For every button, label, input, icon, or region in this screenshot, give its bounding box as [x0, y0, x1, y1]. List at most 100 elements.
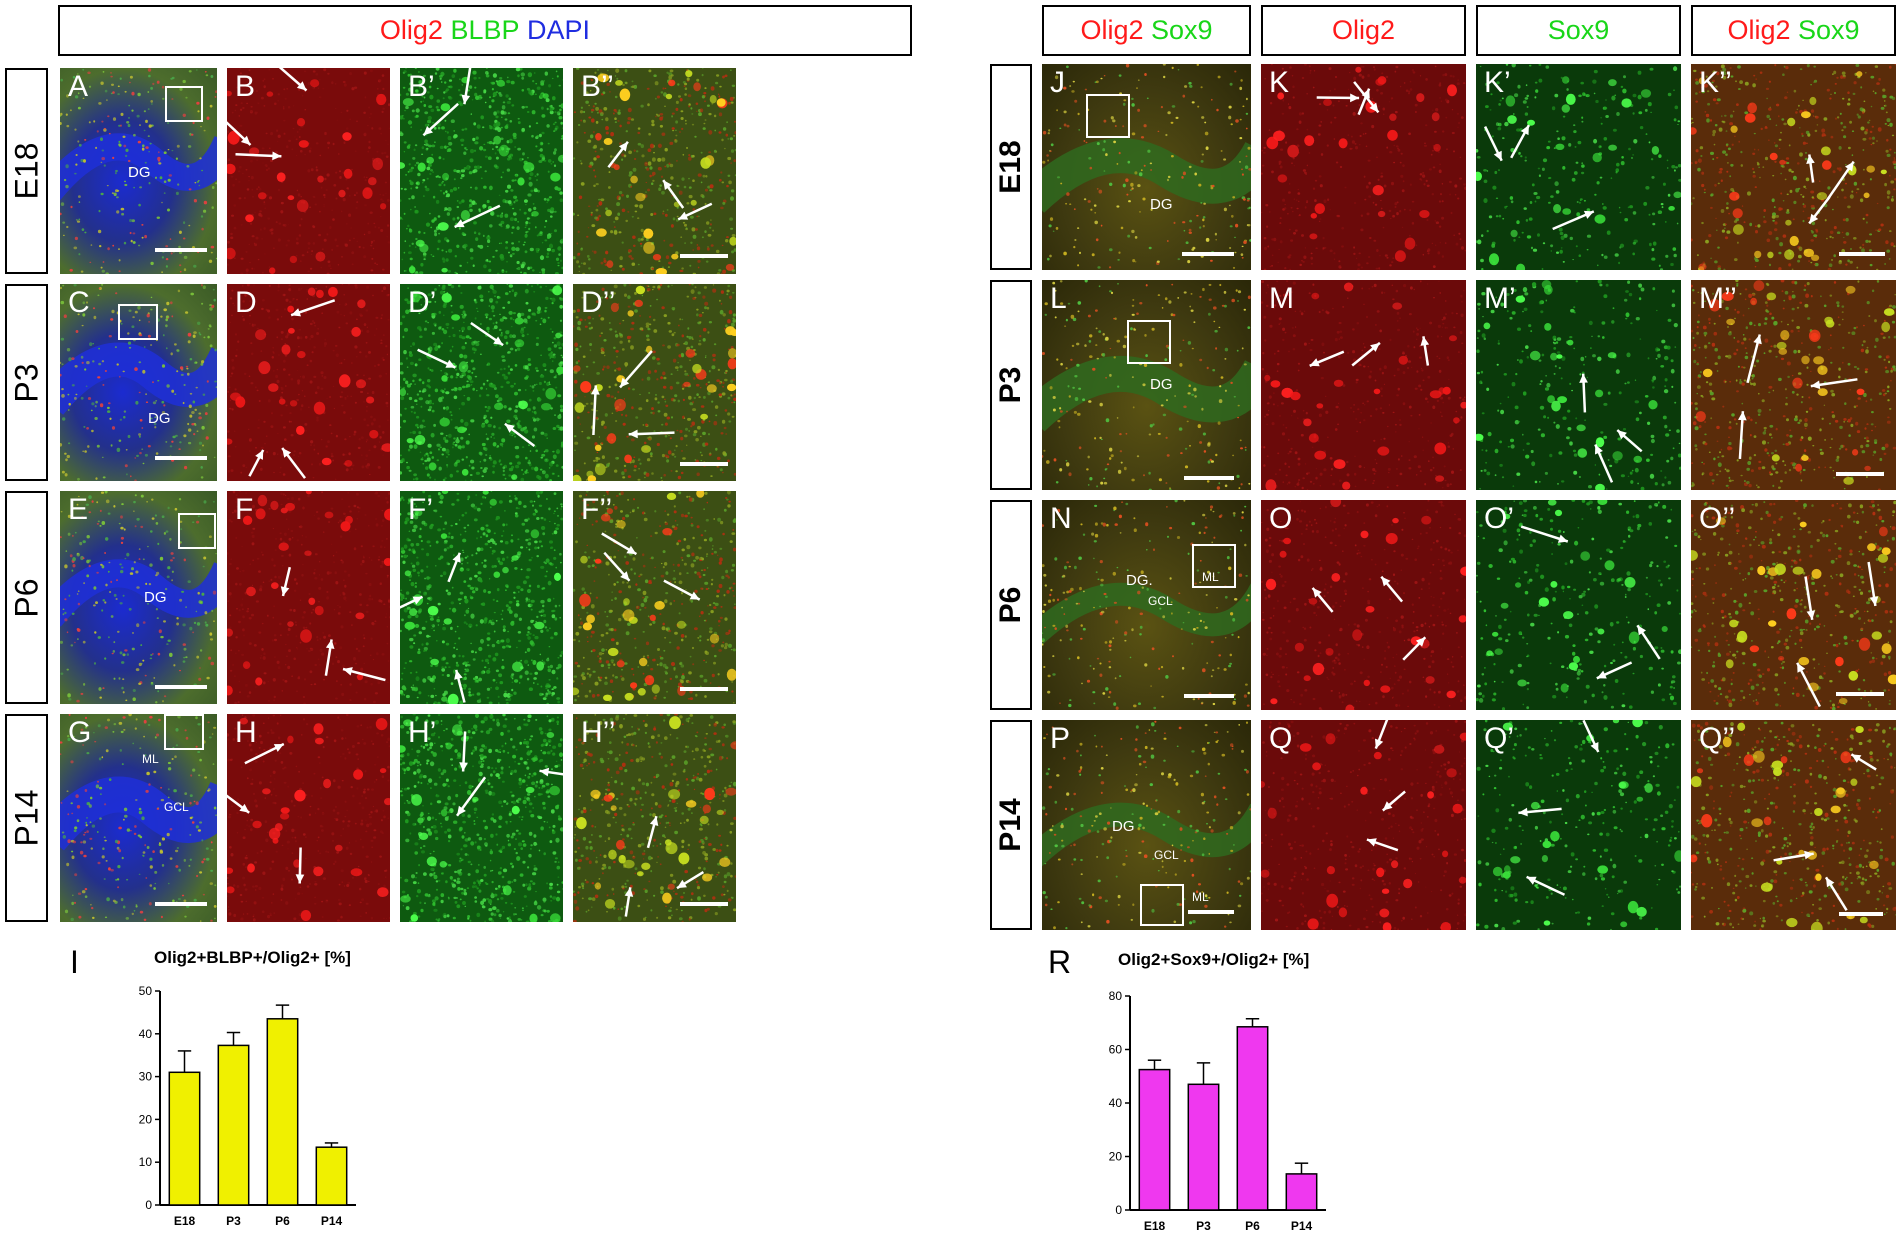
region-label-dg-dot: DG. [1126, 572, 1153, 589]
scale-bar [1836, 692, 1884, 696]
y-tick-label: 0 [145, 1198, 152, 1212]
micrograph-tile: O [1261, 500, 1466, 710]
arrow-marker [418, 350, 456, 368]
scale-bar [155, 685, 207, 689]
micrograph-tile: K [1261, 64, 1466, 270]
bar-p3 [218, 1045, 248, 1205]
micrograph-tile: Q [1261, 720, 1466, 930]
micrograph-tile: K’’ [1691, 64, 1896, 270]
micrograph-tile: O’ [1476, 500, 1681, 710]
scale-bar [680, 462, 728, 466]
x-tick-label: P14 [321, 1214, 343, 1228]
arrow-marker [1383, 792, 1405, 811]
scale-bar [1839, 912, 1883, 916]
panel-letter: P [1050, 722, 1070, 755]
y-tick-label: 10 [139, 1155, 153, 1169]
roi-box [1127, 320, 1171, 364]
region-label-dg: DG [148, 410, 171, 427]
arrow-marker [282, 448, 305, 478]
micrograph-tile: D [227, 284, 390, 481]
header-dapi: DAPI [527, 15, 590, 46]
scale-bar [1188, 910, 1234, 914]
arrow-marker [449, 553, 461, 582]
y-tick-label: 40 [1109, 1096, 1123, 1110]
x-tick-label: P14 [1291, 1219, 1313, 1233]
bar-p6 [1237, 1027, 1267, 1210]
arrow-marker [326, 639, 335, 675]
arrow-marker [1553, 211, 1594, 229]
y-tick-label: 80 [1109, 989, 1123, 1003]
bar-p6 [267, 1019, 297, 1205]
arrow-marker [1485, 127, 1502, 161]
x-tick-label: P6 [275, 1214, 290, 1228]
panel-letter: A [68, 70, 88, 103]
arrow-marker [1310, 352, 1344, 367]
panel-letter: C [68, 286, 90, 319]
bar-p14 [316, 1147, 346, 1205]
arrow-marker [1527, 877, 1565, 895]
panel-letter: K’’ [1699, 66, 1732, 99]
panel-letter: M’’ [1699, 282, 1737, 315]
right-header-sox9: Sox9 [1476, 5, 1681, 56]
panel-letter: F [235, 493, 253, 526]
region-label-ml: ML [1202, 570, 1219, 584]
row-label-p3-left: P3 [5, 284, 48, 481]
panel-letter: B’ [408, 70, 435, 103]
panel-letter: D’ [408, 286, 436, 319]
region-label-dg: DG [1150, 376, 1173, 393]
panel-letter: Q’ [1484, 722, 1514, 755]
arrow-marker [1738, 411, 1747, 459]
arrow-marker [291, 300, 335, 316]
row-label-p6-right: P6 [990, 500, 1032, 710]
micrograph-image [1042, 280, 1251, 490]
panel-letter: F’ [408, 493, 433, 526]
scale-bar [680, 254, 728, 258]
micrograph-tile: Q’’ [1691, 720, 1896, 930]
chart-r-title: Olig2+Sox9+/Olig2+ [%] [1118, 950, 1309, 970]
arrow-marker [1421, 336, 1430, 365]
scale-bar [155, 456, 207, 460]
micrograph-tile: H [227, 714, 390, 922]
arrow-marker [677, 872, 703, 888]
region-label-gcl: GCL [164, 800, 189, 814]
micrograph-tile: H’’ [573, 714, 736, 922]
x-tick-label: E18 [1144, 1219, 1166, 1233]
arrow-marker [1595, 444, 1612, 482]
scale-bar [680, 687, 728, 691]
panel-letter: L [1050, 282, 1067, 315]
panel-letter-r: R [1048, 944, 1071, 981]
panel-letter: Q [1269, 722, 1292, 755]
arrow-marker [1597, 663, 1632, 679]
row-label-p14-left: P14 [5, 714, 48, 922]
arrow-marker [227, 783, 249, 813]
arrow-marker [1579, 374, 1588, 413]
panel-letter: H [235, 716, 257, 749]
region-label-dg: DG [1150, 196, 1173, 213]
region-label-dg: DG [144, 589, 167, 606]
panel-letter: O [1269, 502, 1292, 535]
micrograph-tile: F’ [400, 491, 563, 704]
arrow-marker [648, 816, 658, 848]
chart-i-title: Olig2+BLBP+/Olig2+ [%] [154, 948, 351, 968]
panel-letter: O’ [1484, 502, 1514, 535]
arrow-marker [620, 351, 652, 387]
arrow-marker [457, 777, 485, 815]
arrow-marker [629, 430, 675, 439]
region-label-dg: DG [1112, 818, 1135, 835]
arrow-marker [1584, 720, 1599, 752]
region-label-gcl: GCL [1148, 594, 1173, 608]
row-label-p14-right: P14 [990, 720, 1032, 930]
micrograph-tile: O’’ [1691, 500, 1896, 710]
panel-letter: O’’ [1699, 502, 1735, 535]
left-channel-header: Olig2 BLBP DAPI [58, 5, 912, 56]
scale-bar [680, 902, 728, 906]
micrograph-tile: M’’ [1691, 280, 1896, 490]
panel-letter: D [235, 286, 257, 319]
arrow-marker [1375, 720, 1393, 749]
micrograph-tile: C DG [60, 284, 217, 481]
micrograph-tile: D’’ [573, 284, 736, 481]
